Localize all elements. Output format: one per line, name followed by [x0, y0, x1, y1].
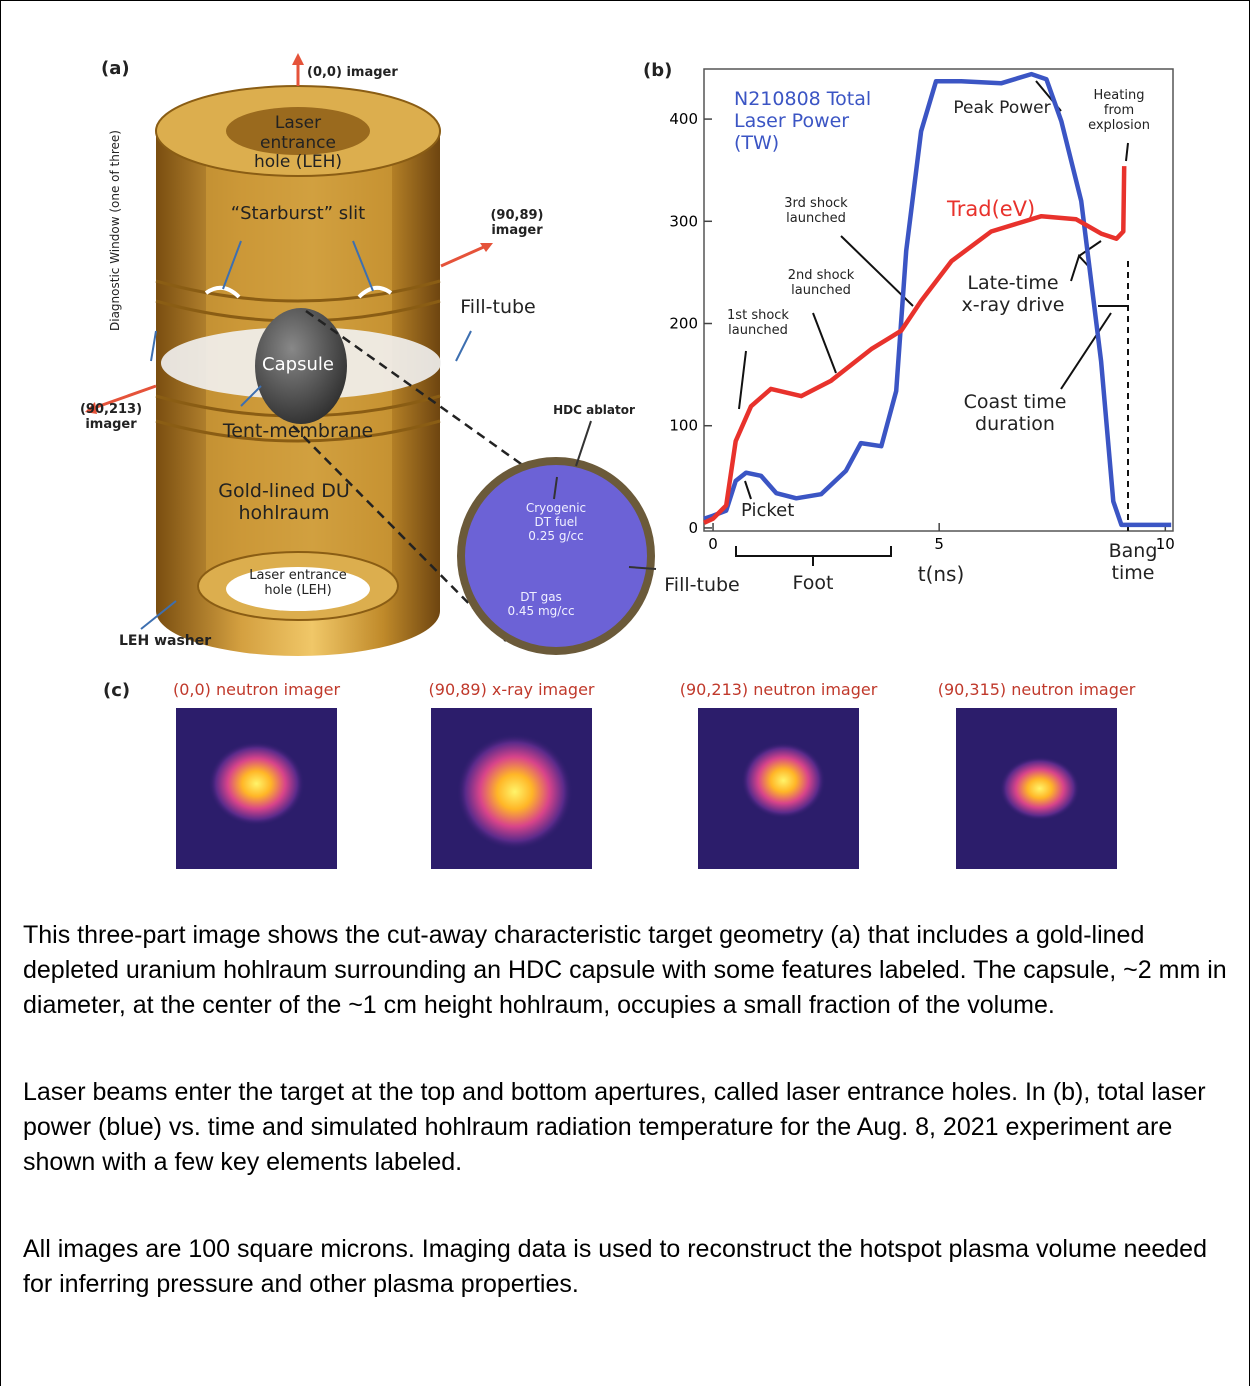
series-label: N210808 Total Laser Power (TW)	[734, 89, 899, 155]
text: (90,89)	[490, 208, 543, 223]
label: Capsule	[262, 355, 334, 376]
label: (0,0) imager	[307, 66, 398, 81]
label: (90,89)imager	[490, 209, 543, 239]
text: Coast time	[964, 391, 1067, 413]
x-tick-label: 5	[934, 535, 944, 553]
detector-images	[176, 708, 1117, 869]
text: 3rd shock	[784, 196, 847, 211]
label: Fill-tube	[460, 297, 535, 319]
series-line	[704, 166, 1124, 523]
text: (90,213)	[80, 402, 142, 417]
hotspot	[741, 742, 825, 818]
text: 0.25 g/cc	[528, 529, 583, 543]
text: imager	[491, 223, 542, 238]
label: LEH washer	[119, 633, 211, 649]
text: Late-time	[967, 272, 1058, 294]
label: (90,213)imager	[80, 403, 142, 433]
text: duration	[975, 413, 1055, 435]
paragraph: All images are 100 square microns. Imagi…	[23, 1232, 1228, 1302]
paragraph: Laser beams enter the target at the top …	[23, 1075, 1228, 1180]
text: from	[1104, 103, 1134, 118]
text: Bang	[1109, 540, 1158, 562]
y-tick-label: 0	[688, 519, 698, 537]
label: Diagnostic Window (one of three)	[109, 130, 123, 331]
y-tick-label: 200	[669, 315, 698, 333]
panel-label: (b)	[643, 61, 672, 82]
panel-label: (a)	[101, 59, 130, 80]
text: time	[1112, 562, 1155, 584]
x-tick-label: 0	[708, 535, 718, 553]
axis-label: t(ns)	[918, 563, 965, 586]
image-title: (90,89) x-ray imager	[429, 681, 595, 699]
x-tick-label: 10	[1156, 535, 1175, 553]
label: Fill-tube	[664, 575, 739, 597]
text: Gold-lined DU	[218, 480, 349, 502]
annotation: Peak Power	[953, 99, 1050, 119]
text: DT fuel	[535, 515, 578, 529]
text: hole (LEH)	[254, 152, 342, 172]
image-title: (0,0) neutron imager	[173, 681, 340, 699]
paragraph: This three-part image shows the cut-away…	[23, 918, 1228, 1023]
text: Laser entrance	[249, 568, 347, 583]
text: hohlraum	[238, 502, 329, 524]
series-label: Trad(eV)	[947, 197, 1035, 221]
text: imager	[85, 417, 136, 432]
caption: This three-part image shows the cut-away…	[23, 918, 1228, 1354]
figure: 0 100 200 300 400 0 5 10	[1, 1, 1249, 901]
text: Cryogenic	[526, 501, 586, 515]
label: “Starburst” slit	[231, 204, 365, 225]
panel-label: (c)	[103, 681, 130, 702]
text: 1st shock	[727, 308, 789, 323]
hotspot	[1000, 757, 1080, 821]
hotspot	[209, 742, 305, 826]
hohlraum-drawing	[85, 53, 656, 656]
page: 0 100 200 300 400 0 5 10 (a) (0,0) imager Laser…	[0, 0, 1250, 1386]
text: launched	[728, 323, 788, 338]
text: entrance	[260, 133, 336, 153]
label: Tent-membrane	[223, 421, 373, 443]
hotspot	[457, 734, 573, 850]
text: 2nd shock	[788, 268, 855, 283]
y-tick-label: 100	[669, 417, 698, 435]
text: launched	[786, 211, 846, 226]
image-title: (90,315) neutron imager	[938, 681, 1136, 699]
text: Laser	[275, 113, 321, 133]
annotation: Picket	[741, 501, 794, 522]
text: Heating	[1094, 88, 1145, 103]
y-tick-label: 400	[669, 110, 698, 128]
text: 0.45 mg/cc	[507, 604, 574, 618]
annotation: Foot	[793, 573, 834, 595]
y-tick-label: 300	[669, 212, 698, 230]
text: x-ray drive	[962, 294, 1065, 316]
text: DT gas	[520, 590, 562, 604]
image-title: (90,213) neutron imager	[680, 681, 878, 699]
text: launched	[791, 283, 851, 298]
label: HDC ablator	[553, 404, 635, 418]
text: explosion	[1088, 118, 1150, 133]
text: hole (LEH)	[264, 583, 331, 598]
